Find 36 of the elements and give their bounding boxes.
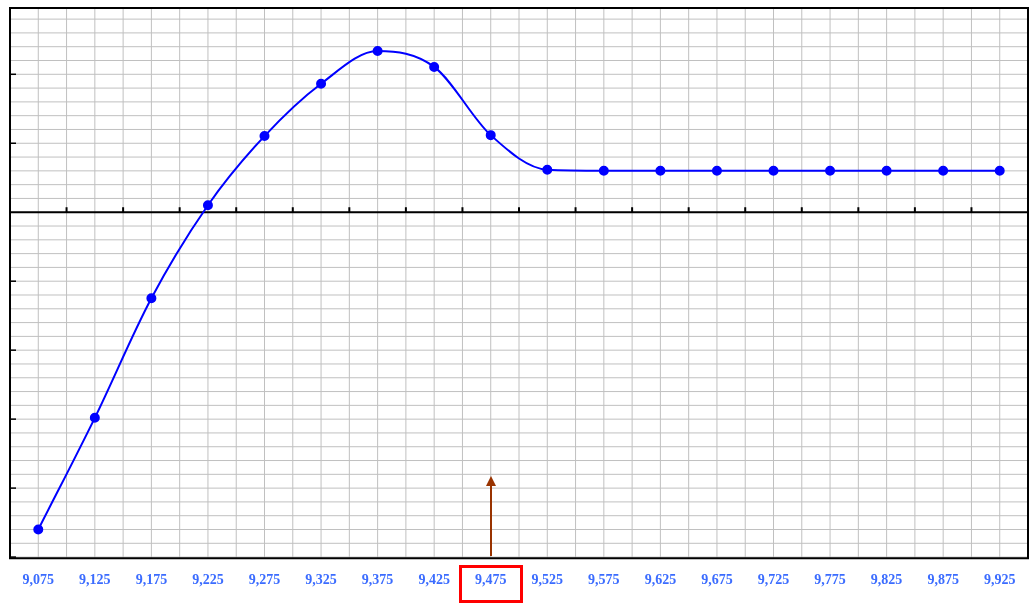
x-tick-label: 9,275 [248,572,281,588]
x-tick-label: 9,675 [701,572,733,588]
x-tick-label: 9,125 [79,572,111,588]
point [485,130,496,141]
point [655,165,666,176]
point [542,164,553,175]
point [202,200,213,211]
x-tick-label: 9,725 [757,572,790,588]
x-tick-label: 9,625 [644,572,677,588]
point [881,165,892,176]
x-tick-label: 9,875 [927,572,959,588]
x-tick-label: 9,075 [22,572,55,588]
x-tick-label: 9,775 [814,572,846,588]
x-tick-label: 9,575 [588,572,620,588]
x-tick-label: 9,325 [305,572,337,588]
point [938,165,949,176]
point [372,46,383,57]
point [33,524,44,535]
x-tick-label: 9,475 [474,572,507,588]
point [316,78,327,89]
point [825,165,836,176]
x-tick-label: 9,225 [192,572,224,588]
point [768,165,779,176]
x-tick-label: 9,175 [135,572,168,588]
x-tick-label: 9,825 [870,572,903,588]
point [259,131,270,142]
point [711,165,722,176]
point [429,61,440,72]
point [146,293,157,304]
point [598,165,609,176]
x-tick-label: 9,425 [418,572,450,588]
x-tick-label: 9,525 [531,572,564,588]
point [994,165,1005,176]
x-tick-label: 9,375 [361,572,394,588]
point [89,412,100,423]
x-tick-label: 9,925 [983,572,1016,588]
